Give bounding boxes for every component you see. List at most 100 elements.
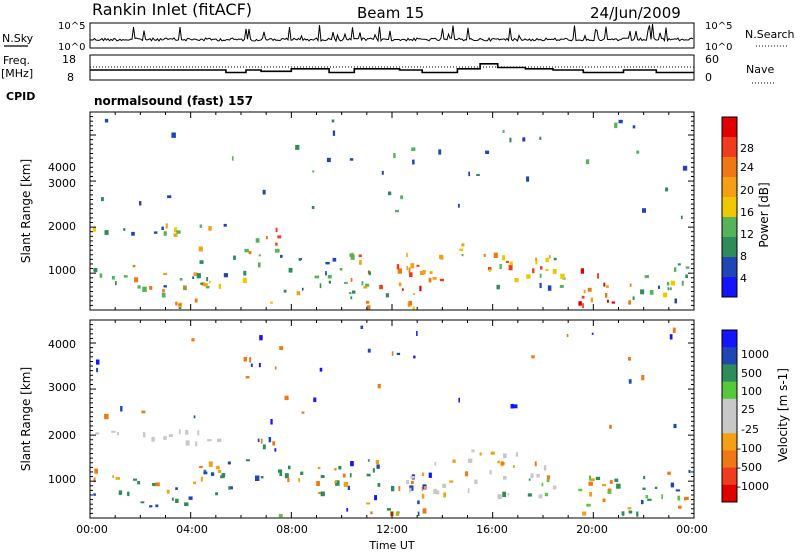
data-cell: [406, 266, 408, 270]
velocity-axis-ticks: [89, 319, 695, 519]
colorbar-band: [722, 277, 737, 298]
data-cell: [216, 465, 220, 470]
data-cell: [334, 480, 337, 484]
data-cell: [231, 156, 234, 161]
data-cell: [99, 273, 103, 278]
data-cell: [508, 264, 513, 271]
data-cell: [217, 470, 222, 473]
data-cell: [675, 489, 681, 492]
colorbar-band: [722, 137, 737, 158]
velocity-colorbar-label: Velocity [m s-1]: [776, 368, 790, 462]
data-cell: [578, 488, 583, 492]
data-cell: [277, 235, 282, 239]
data-cell: [522, 137, 526, 142]
data-cell: [95, 432, 100, 435]
data-cell: [300, 471, 304, 475]
data-cell: [359, 260, 362, 265]
data-cell: [452, 459, 456, 463]
power-cbar-tick-4: 4: [740, 272, 747, 285]
data-cell: [301, 411, 305, 414]
data-cell: [265, 235, 268, 240]
data-cell: [295, 144, 300, 150]
data-cell: [223, 223, 227, 227]
power-cbar-tick-12: 12: [740, 228, 754, 241]
data-cell: [417, 511, 420, 516]
data-cell: [165, 223, 168, 229]
data-cell: [245, 376, 250, 379]
data-cell: [607, 489, 612, 494]
data-cell: [641, 499, 644, 505]
data-cell: [672, 327, 676, 333]
data-cell: [398, 486, 401, 492]
data-cell: [218, 283, 222, 289]
nave-label: Nave: [746, 63, 774, 76]
data-cell: [208, 280, 211, 284]
data-cell: [142, 432, 146, 438]
data-cell: [335, 480, 340, 486]
data-cell: [588, 481, 593, 486]
xtick-2400: 00:00: [676, 523, 708, 536]
data-cell: [104, 118, 109, 123]
data-cell: [628, 300, 631, 305]
data-cell: [552, 485, 557, 490]
data-cell: [92, 227, 97, 232]
data-cell: [173, 233, 178, 237]
data-cell: [350, 296, 353, 300]
data-cell: [670, 287, 672, 291]
data-cell: [328, 280, 331, 284]
data-cell: [535, 260, 538, 265]
colorbar-band: [722, 450, 737, 469]
data-cell: [326, 157, 331, 163]
data-cell: [173, 227, 178, 233]
data-cell: [320, 475, 325, 478]
data-cell: [94, 468, 98, 474]
power-cbar-tick-24: 24: [740, 161, 754, 174]
data-cell: [262, 189, 266, 195]
data-cell: [423, 485, 427, 489]
data-cell: [338, 466, 342, 470]
data-cell: [279, 346, 284, 350]
data-cell: [409, 272, 413, 277]
data-cell: [163, 436, 167, 440]
data-cell: [96, 359, 100, 365]
data-cell: [93, 268, 98, 273]
data-cell: [461, 243, 465, 247]
data-cell: [429, 271, 433, 274]
xtick-1200: 12:00: [376, 523, 408, 536]
data-cell: [391, 351, 394, 356]
data-cell: [221, 473, 226, 478]
data-cell: [497, 460, 500, 464]
data-cell: [649, 290, 654, 295]
data-cell: [155, 482, 160, 487]
colorbar-band: [722, 416, 737, 434]
data-cell: [395, 209, 399, 213]
data-cell: [195, 441, 198, 447]
velocity-colorbar: 1000 500 100 25 -25 -100 -500 -1000 Velo…: [721, 329, 790, 503]
data-cell: [206, 277, 209, 282]
data-cell: [641, 375, 645, 381]
data-cell: [370, 511, 373, 515]
data-cell: [597, 273, 599, 279]
data-cell: [419, 271, 425, 275]
nave-ytick-top: 60: [705, 53, 719, 66]
velocity-ytick-1000: 1000: [48, 473, 76, 486]
data-cell: [433, 488, 437, 494]
data-cell: [302, 287, 304, 291]
data-cell: [396, 264, 400, 270]
data-cell: [602, 483, 607, 487]
data-cell: [503, 476, 507, 480]
data-cell: [260, 438, 263, 444]
nsky-ytick-top: 10^5: [58, 21, 85, 32]
power-ylabel: Slant Range [km]: [19, 159, 33, 263]
data-cell: [343, 481, 349, 487]
colorbar-band: [722, 157, 737, 178]
data-cell: [127, 491, 130, 497]
data-cell: [465, 471, 469, 477]
data-cell: [385, 293, 389, 298]
data-cell: [422, 508, 427, 514]
power-data: [92, 118, 690, 310]
data-cell: [375, 459, 379, 465]
data-cell: [440, 255, 444, 260]
data-cell: [581, 295, 585, 299]
